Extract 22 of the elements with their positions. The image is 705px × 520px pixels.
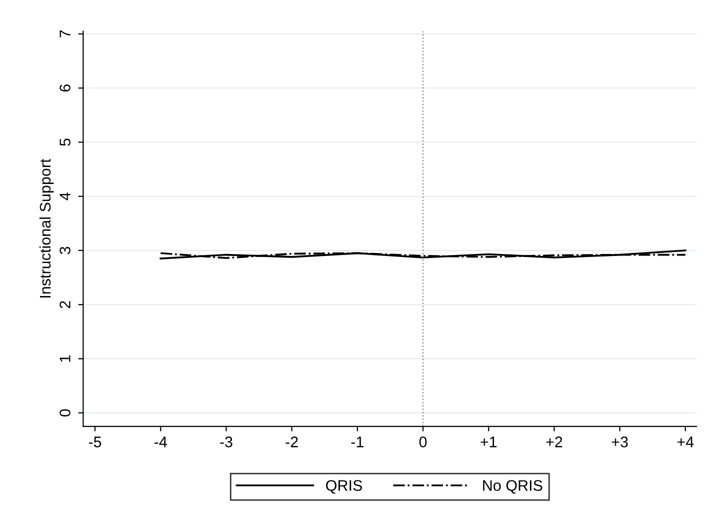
y-tick-label: 3 (60, 246, 70, 254)
y-axis-title: Instructional Support (39, 158, 54, 298)
y-tick-label: 1 (60, 355, 70, 362)
x-tick-label: -5 (88, 436, 102, 448)
legend-label: QRIS (326, 480, 362, 494)
y-tick-label: 5 (60, 138, 70, 146)
x-tick-label: +3 (612, 436, 628, 448)
x-tick-label: +2 (546, 436, 562, 448)
y-tick-label: 2 (60, 301, 70, 308)
y-tick-label: 7 (60, 30, 70, 38)
x-tick-label: -4 (154, 436, 167, 448)
x-tick-label: +4 (677, 436, 694, 448)
x-tick-label: -2 (286, 436, 298, 448)
x-tick-label: 0 (419, 436, 427, 448)
y-tick-label: 6 (60, 84, 70, 92)
y-tick-label: 4 (60, 192, 70, 200)
y-tick-label: 0 (60, 409, 70, 417)
x-tick-label: -3 (220, 436, 232, 448)
line-series (160, 250, 686, 260)
x-tick-label: +1 (480, 436, 497, 448)
x-tick-label: -1 (351, 436, 364, 448)
legend-label: No QRIS (483, 480, 542, 494)
